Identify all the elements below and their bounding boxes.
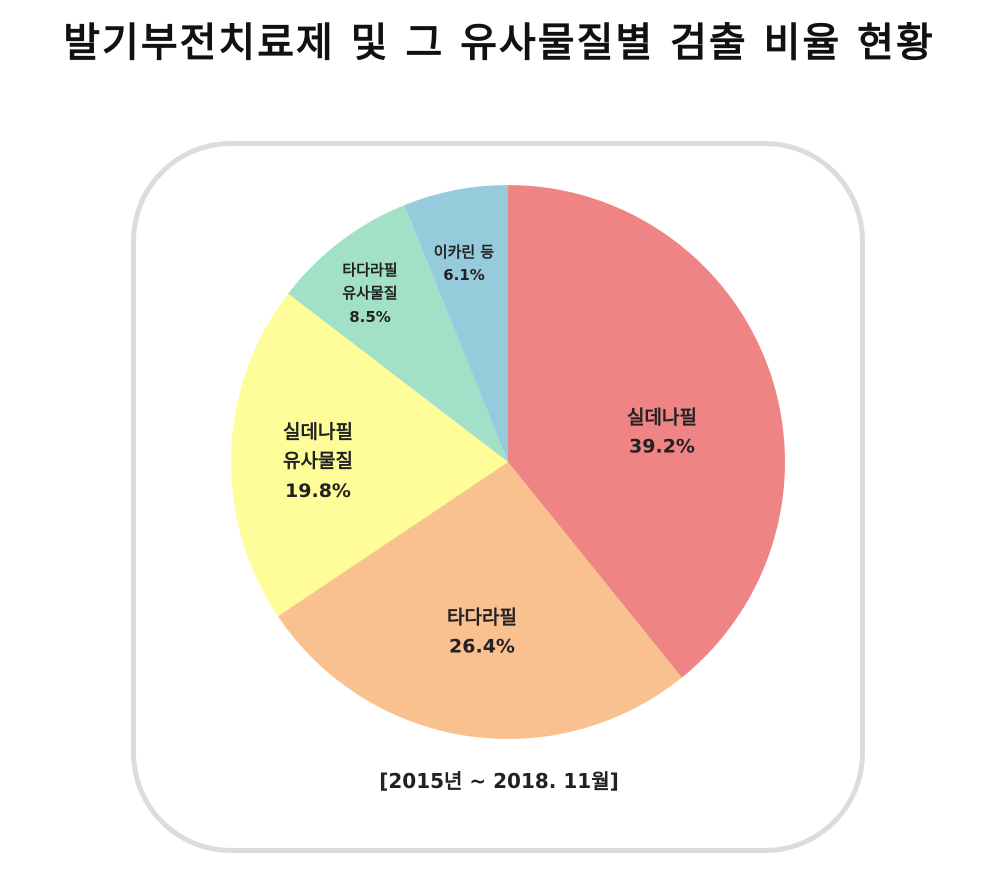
pie-slice — [288, 205, 508, 462]
slice-label-tadalafil-analogues: 타다라필 유사물질 8.5% — [342, 259, 397, 329]
pie-slice — [404, 185, 508, 462]
slice-name: 타다라필 — [447, 606, 517, 629]
slice-label-icariin: 이카린 등 6.1% — [434, 241, 494, 288]
slice-name-line2: 유사물질 — [283, 450, 353, 473]
chart-title: 발기부전치료제 및 그 유사물질별 검출 비율 현황 — [63, 20, 935, 66]
slice-label-tadalafil: 타다라필 26.4% — [447, 604, 517, 663]
slice-percent: 39.2% — [629, 436, 695, 458]
slice-percent: 19.8% — [285, 479, 351, 502]
pie-slice — [508, 185, 785, 678]
slice-percent: 8.5% — [349, 307, 391, 326]
pie-slice — [231, 293, 508, 617]
slice-label-sildenafil-analogues: 실데나필 유사물질 19.8% — [283, 418, 353, 506]
slice-name: 이카린 등 — [433, 242, 495, 261]
slice-name: 실데나필 — [627, 406, 697, 429]
slice-name-line2: 유사물질 — [342, 284, 398, 303]
slice-percent: 26.4% — [449, 636, 515, 658]
slice-label-sildenafil: 실데나필 39.2% — [627, 404, 697, 463]
slice-name: 실데나필 — [283, 420, 353, 443]
slice-percent: 6.1% — [443, 266, 485, 284]
pie-slice — [277, 462, 682, 739]
slice-name: 타다라필 — [342, 261, 398, 280]
period-caption: [2015년 ~ 2018. 11월] — [379, 769, 619, 793]
